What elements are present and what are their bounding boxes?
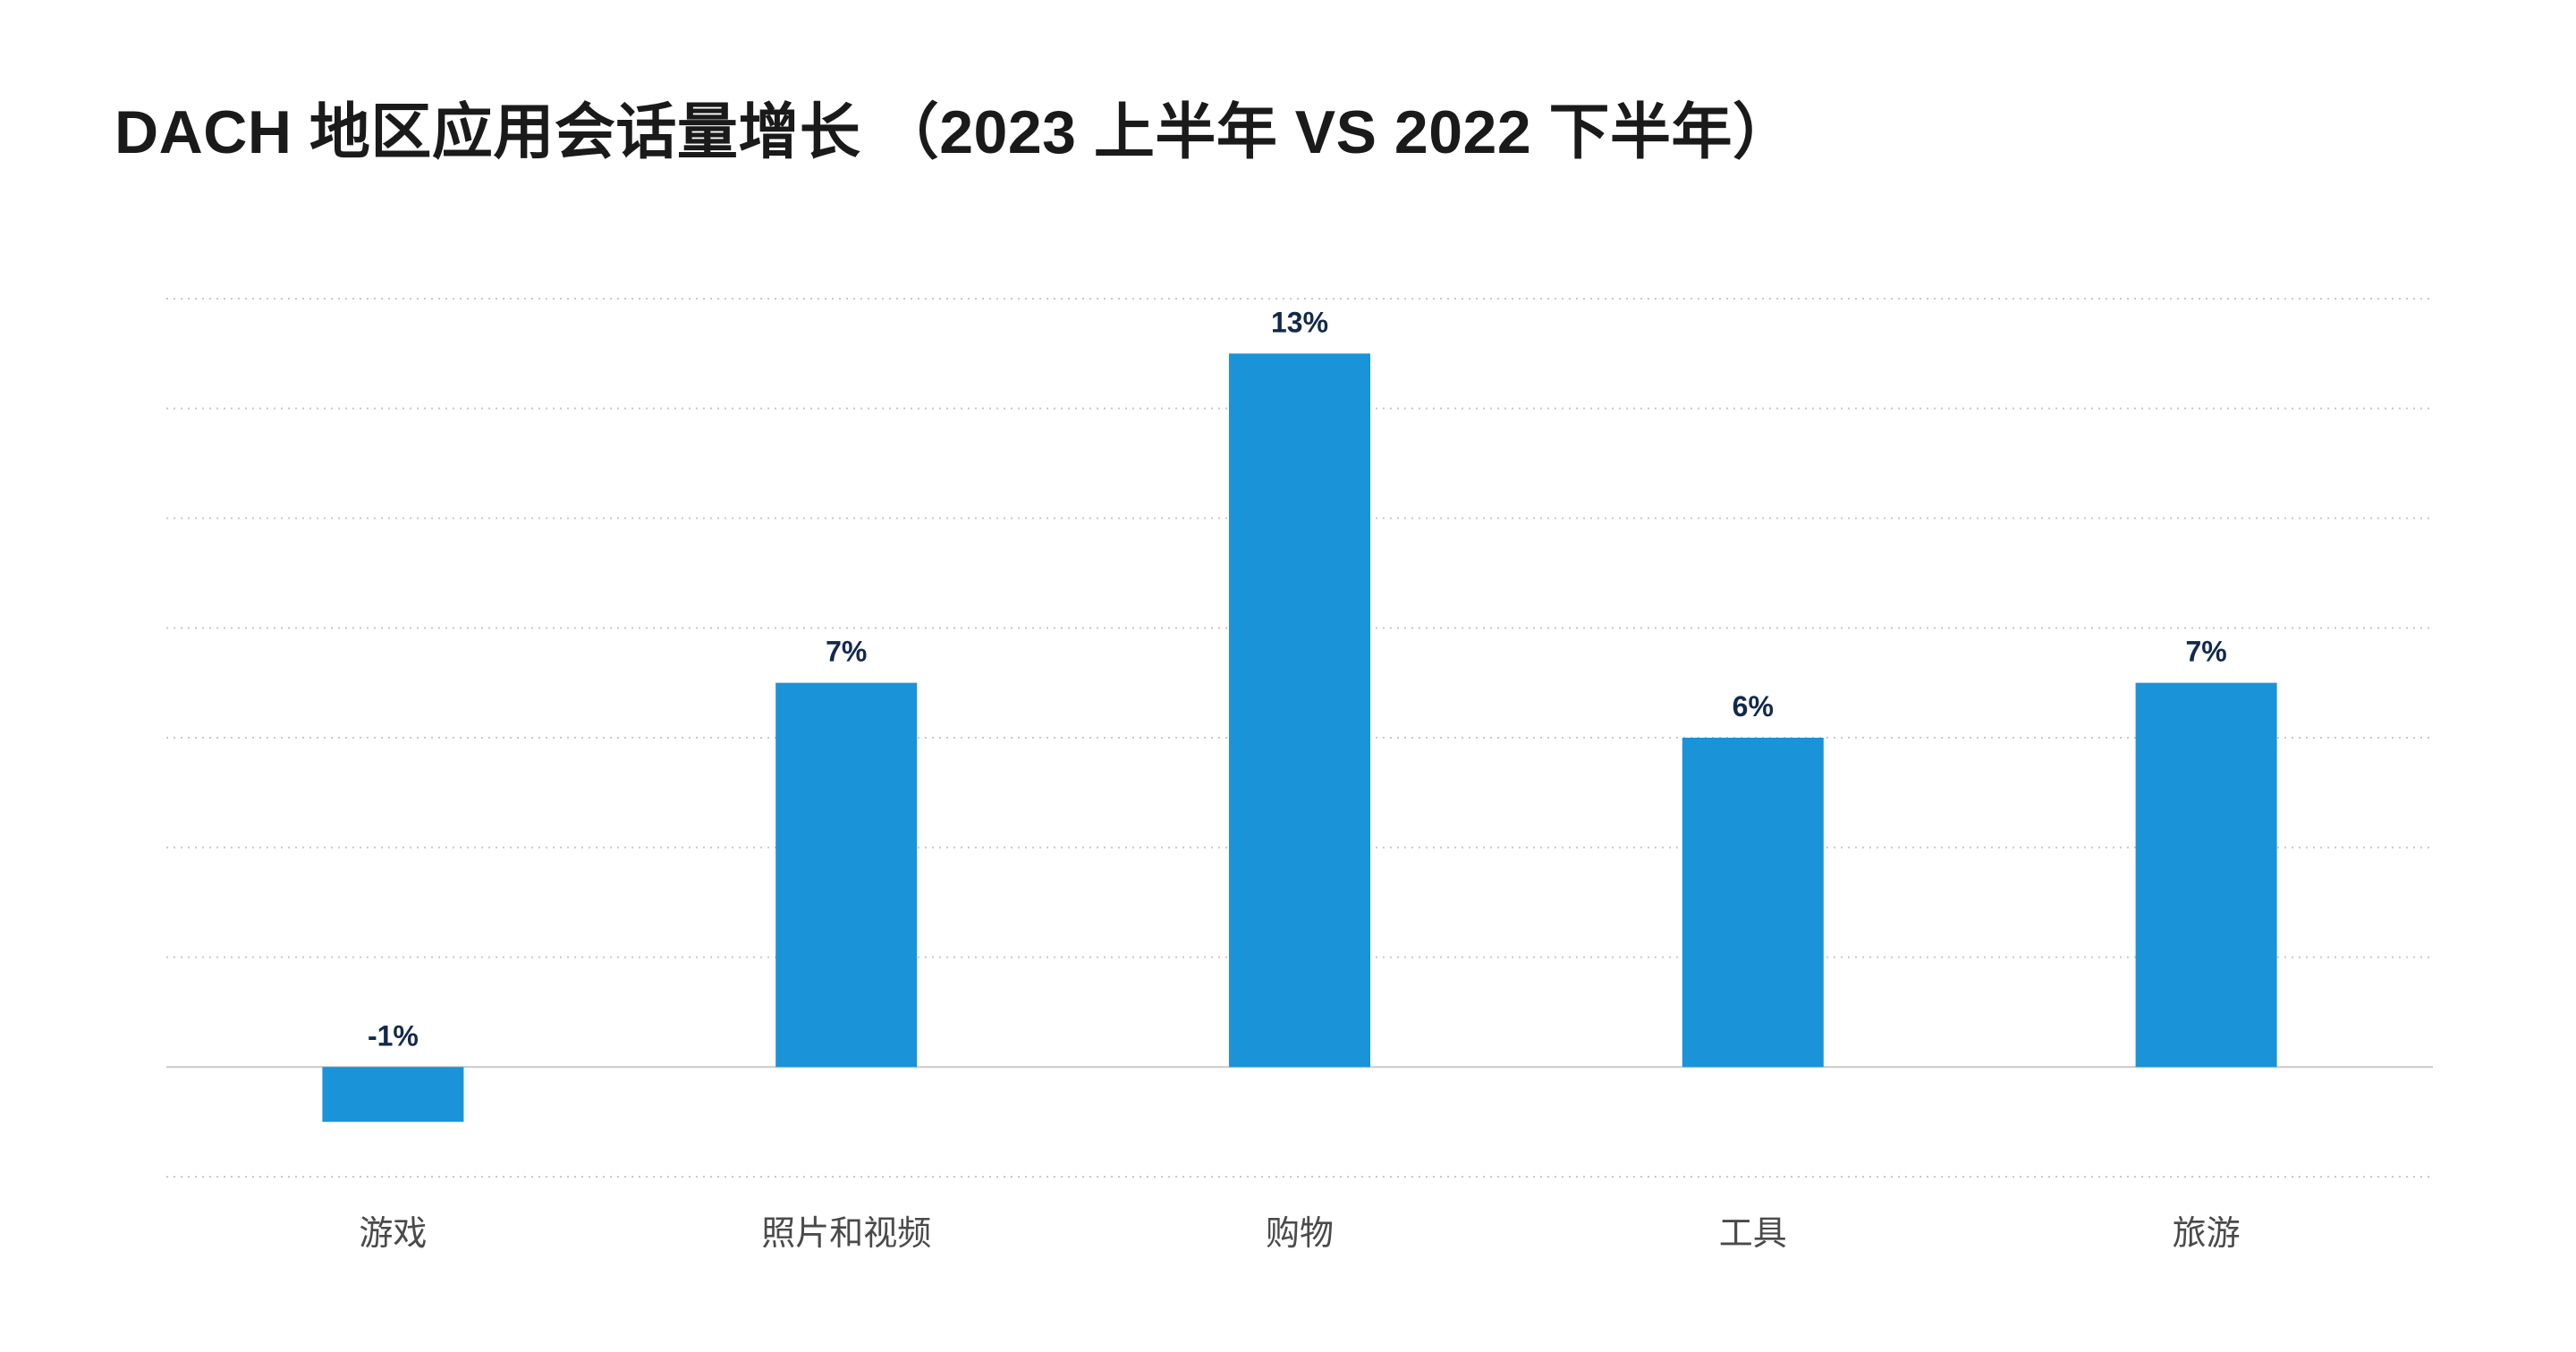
value-label: 13% (1271, 306, 1328, 338)
category-label: 购物 (1266, 1213, 1334, 1253)
bar-游戏 (322, 1067, 464, 1122)
bar-旅游 (2135, 682, 2277, 1068)
value-label: 7% (2185, 636, 2226, 668)
category-label: 旅游 (2173, 1213, 2241, 1253)
chart-title: DACH 地区应用会话量增长 （2023 上半年 VS 2022 下半年） (114, 98, 1794, 166)
bar-照片和视频 (775, 682, 918, 1068)
value-label: -1% (368, 1019, 419, 1052)
category-label: 工具 (1719, 1213, 1787, 1253)
value-label: 6% (1733, 690, 1774, 722)
category-label: 照片和视频 (761, 1213, 931, 1253)
value-label: 7% (826, 636, 867, 668)
category-label: 游戏 (359, 1213, 427, 1253)
bar-购物 (1229, 353, 1370, 1068)
bar-工具 (1682, 738, 1824, 1068)
